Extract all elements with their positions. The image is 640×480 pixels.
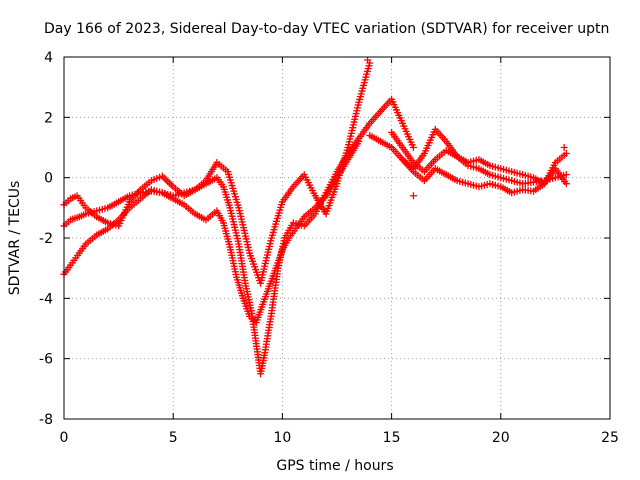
x-axis-label: GPS time / hours <box>276 458 393 474</box>
series-track-f <box>399 150 570 197</box>
x-tick-label: 0 <box>60 430 69 446</box>
data-point <box>364 56 372 64</box>
data-point <box>355 137 363 145</box>
y-tick-label: -2 <box>39 231 53 247</box>
series-track-e <box>388 128 570 188</box>
y-tick-label: -6 <box>39 352 53 368</box>
y-tick-label: 4 <box>44 50 53 66</box>
data-point <box>560 144 568 151</box>
y-axis-label: SDTVAR / TECUs <box>7 181 23 296</box>
x-tick-label: 5 <box>169 430 178 446</box>
series-track-b <box>60 137 363 326</box>
y-tick-label: -4 <box>39 291 53 307</box>
data-point <box>562 180 570 188</box>
x-tick-label: 15 <box>383 430 401 446</box>
data-point <box>562 171 570 179</box>
x-tick-label: 10 <box>273 430 291 446</box>
axis-ticks: 0 5 10 15 20 25 -8 -6 -4 -2 0 2 4 <box>39 50 619 446</box>
chart-title: Day 166 of 2023, Sidereal Day-to-day VTE… <box>44 21 609 37</box>
data-point <box>409 144 417 151</box>
series-track-c <box>60 59 374 287</box>
y-tick-label: 2 <box>44 110 53 126</box>
data-marks <box>60 56 570 378</box>
y-tick-label: 0 <box>44 171 53 187</box>
x-tick-label: 20 <box>492 430 510 446</box>
data-point <box>409 192 417 200</box>
data-point <box>562 150 570 158</box>
y-tick-label: -8 <box>39 412 53 428</box>
series-outliers <box>364 56 568 200</box>
x-tick-label: 25 <box>601 430 619 446</box>
